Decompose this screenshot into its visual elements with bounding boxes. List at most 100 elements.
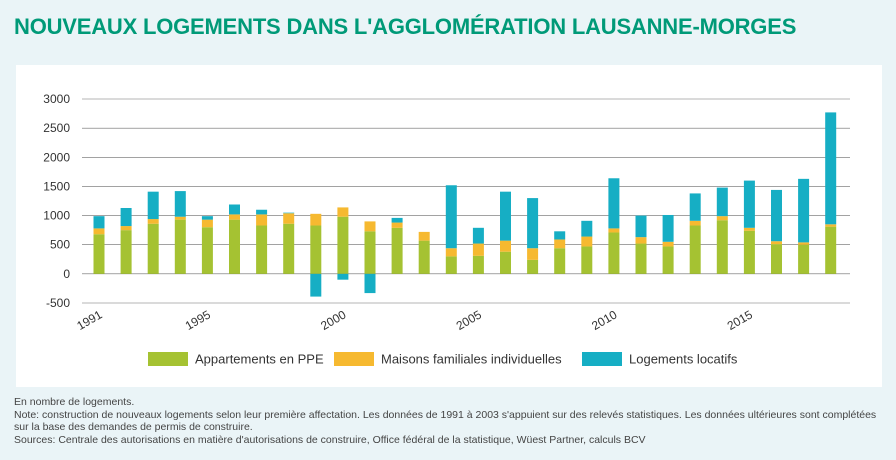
y-tick-label: 0 — [63, 267, 70, 281]
bar-1999-series-0 — [310, 225, 322, 274]
y-tick-label: 2000 — [43, 150, 70, 164]
chart-panel: -500 0 500 1000 1500 2000 2500 3000 1991 1995 200… — [16, 65, 882, 387]
y-tick-label: 2500 — [43, 121, 70, 135]
legend-label-1: Maisons familiales individuelles — [381, 352, 562, 367]
bar-2010-series-0 — [608, 232, 620, 274]
bar-2010-series-2 — [608, 178, 620, 229]
bar-1991-series-1 — [93, 228, 105, 235]
bar-2013-series-0 — [689, 225, 701, 274]
bar-1998-series-2 — [283, 212, 295, 214]
y-tick-label: 500 — [50, 238, 70, 252]
legend-swatch-2 — [582, 352, 622, 366]
y-tick-label: 1500 — [43, 179, 70, 193]
bar-2007-series-0 — [527, 259, 539, 274]
bars — [93, 112, 837, 297]
bar-2007-series-1 — [527, 248, 539, 260]
legend-swatch-0 — [148, 352, 188, 366]
bar-2003-series-0 — [418, 240, 430, 274]
gridlines — [82, 98, 850, 304]
x-tick-label: 2015 — [725, 307, 755, 333]
bar-1999-series-1 — [310, 213, 322, 226]
note-units: En nombre de logements. — [14, 396, 135, 408]
bar-1998-series-1 — [283, 213, 295, 224]
bar-1992-series-2 — [120, 207, 132, 227]
y-tick-label: 1000 — [43, 209, 70, 223]
bar-1997-series-0 — [256, 225, 268, 274]
bar-2012-series-1 — [662, 241, 674, 247]
legend-label-2: Logements locatifs — [629, 352, 738, 367]
bar-2017-series-0 — [798, 244, 810, 274]
bar-2010-series-1 — [608, 228, 620, 233]
bar-1992-series-0 — [120, 230, 132, 274]
x-tick-label: 2010 — [589, 307, 619, 333]
bar-2015-series-0 — [743, 230, 755, 274]
footnotes: En nombre de logements. Note: constructi… — [14, 396, 884, 446]
bar-1991-series-0 — [93, 234, 105, 274]
bar-1999-series-2 — [310, 273, 322, 297]
bar-2005-series-1 — [472, 243, 484, 256]
bar-1998-series-0 — [283, 223, 295, 274]
bar-2004-series-2 — [445, 185, 457, 249]
bar-2016-series-2 — [771, 189, 782, 242]
bar-2013-series-2 — [689, 193, 701, 221]
bar-2008-series-2 — [554, 231, 566, 240]
bar-1997-series-1 — [256, 214, 268, 226]
bar-2018-series-1 — [825, 224, 837, 227]
bar-2000-series-2 — [337, 273, 349, 280]
bar-2001-series-1 — [364, 221, 376, 232]
bar-2006-series-1 — [500, 240, 511, 252]
bar-2013-series-1 — [689, 220, 701, 226]
bar-1995-series-2 — [201, 216, 213, 220]
bar-2005-series-0 — [472, 255, 484, 274]
bar-2001-series-2 — [364, 273, 376, 294]
bar-1993-series-2 — [147, 191, 159, 220]
bar-2001-series-0 — [364, 231, 376, 274]
bar-1991-series-2 — [93, 216, 105, 229]
y-axis-ticks: -500 0 500 1000 1500 2000 2500 3000 — [43, 92, 70, 310]
note-method: Note: construction de nouveaux logements… — [14, 408, 877, 434]
bar-2016-series-1 — [771, 241, 782, 245]
x-tick-label: 2005 — [454, 307, 484, 333]
bar-2015-series-1 — [743, 227, 755, 231]
legend: Appartements en PPE Maisons familiales in… — [148, 352, 738, 367]
x-tick-label: 1995 — [183, 307, 213, 333]
bar-2005-series-2 — [472, 227, 484, 244]
bar-2011-series-2 — [635, 215, 647, 238]
legend-swatch-1 — [334, 352, 374, 366]
bar-1993-series-0 — [147, 223, 159, 274]
x-axis-ticks: 1991 1995 2000 2005 2010 2015 — [74, 307, 755, 333]
bar-2018-series-0 — [825, 226, 837, 274]
bar-2011-series-0 — [635, 243, 647, 274]
bar-1995-series-1 — [201, 219, 213, 228]
bar-2009-series-1 — [581, 236, 593, 247]
x-tick-label: 1991 — [74, 307, 104, 333]
bar-1994-series-0 — [174, 219, 186, 274]
bar-2000-series-1 — [337, 207, 349, 217]
bar-1994-series-1 — [174, 216, 186, 220]
bar-2012-series-2 — [662, 214, 674, 242]
bar-2004-series-0 — [445, 256, 457, 274]
note-sources: Sources: Centrale des autorisations en m… — [14, 433, 646, 446]
bar-2017-series-1 — [798, 242, 810, 245]
bar-2004-series-1 — [445, 248, 457, 257]
bar-2002-series-0 — [391, 227, 403, 274]
bar-2008-series-1 — [554, 239, 566, 249]
bar-2000-series-0 — [337, 216, 349, 274]
bar-1997-series-2 — [256, 209, 268, 215]
bar-1995-series-0 — [201, 227, 213, 274]
bar-2011-series-1 — [635, 237, 647, 244]
bar-1993-series-1 — [147, 219, 159, 224]
bar-1994-series-2 — [174, 191, 186, 217]
bar-1996-series-0 — [229, 219, 240, 274]
bar-2012-series-0 — [662, 246, 674, 274]
y-tick-label: 3000 — [43, 92, 70, 106]
stacked-bar-chart: -500 0 500 1000 1500 2000 2500 3000 1991 1995 200… — [43, 92, 850, 367]
bar-2017-series-2 — [798, 178, 810, 243]
bar-1992-series-1 — [120, 226, 132, 231]
bar-2002-series-1 — [391, 222, 403, 228]
x-tick-label: 2000 — [318, 307, 348, 333]
bar-2008-series-0 — [554, 248, 566, 274]
bar-2009-series-0 — [581, 246, 593, 274]
bar-1996-series-1 — [229, 214, 240, 220]
bar-2014-series-2 — [716, 187, 728, 217]
